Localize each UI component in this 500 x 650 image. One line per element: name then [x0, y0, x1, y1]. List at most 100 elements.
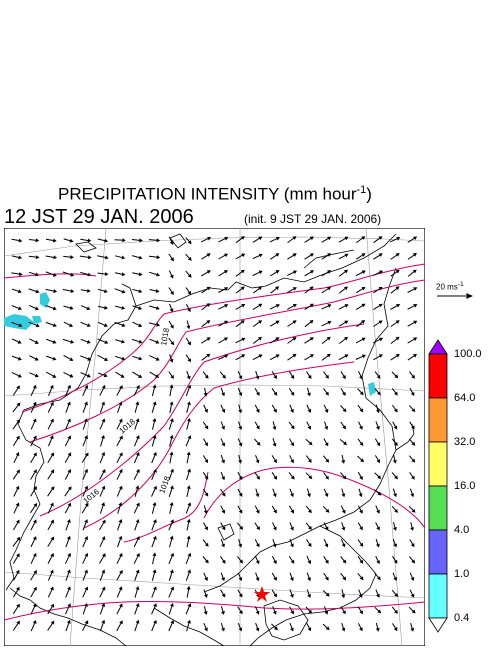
wind-arrowhead: [152, 502, 157, 506]
wind-arrowhead: [207, 236, 212, 241]
wind-arrow: [99, 470, 105, 480]
wind-arrowhead: [170, 324, 174, 329]
wind-arrowhead: [69, 238, 74, 243]
wind-arrowhead: [16, 586, 20, 591]
wind-arrowhead: [255, 610, 260, 615]
wind-arrowhead: [376, 593, 380, 598]
wind-arrowhead: [187, 468, 191, 473]
wind-arrowhead: [413, 236, 418, 241]
wind-arrowhead: [34, 373, 39, 378]
wind-arrowhead: [359, 542, 364, 547]
wind-arrowhead: [50, 553, 54, 558]
wind-arrowhead: [152, 552, 157, 557]
wind-arrow: [151, 587, 156, 598]
wind-arrowhead: [258, 303, 263, 308]
wind-arrowhead: [378, 303, 383, 308]
wind-arrowhead: [256, 475, 260, 480]
wind-arrowhead: [309, 337, 314, 341]
wind-arrowhead: [67, 469, 71, 473]
wind-arrowhead: [272, 426, 277, 431]
wind-arrowhead: [136, 502, 140, 507]
wind-arrowhead: [325, 391, 329, 396]
wind-arrow: [355, 287, 365, 294]
wind-arrowhead: [293, 270, 297, 275]
wind-arrowhead: [50, 536, 55, 541]
wind-arrowhead: [342, 425, 346, 430]
wind-arrowhead: [69, 357, 74, 361]
wind-arrowhead: [341, 594, 346, 599]
wind-arrowhead: [325, 374, 329, 379]
wind-arrow: [11, 238, 21, 242]
wind-arrowhead: [292, 337, 297, 341]
wind-arrowhead: [206, 337, 211, 341]
wind-arrowhead: [290, 425, 295, 430]
wind-arrowhead: [103, 323, 108, 327]
wind-arrowhead: [272, 610, 277, 615]
wind-arrowhead: [255, 577, 260, 582]
wind-arrow: [168, 621, 174, 632]
wind-arrowhead: [169, 384, 174, 389]
wind-vectors: [11, 236, 418, 632]
wind-arrowhead: [170, 374, 174, 379]
wind-arrow: [151, 403, 156, 413]
wind-arrow: [117, 403, 122, 413]
wind-arrow: [30, 571, 37, 581]
wind-arrowhead: [324, 426, 329, 430]
wind-arrowhead: [238, 627, 243, 632]
wind-arrow: [99, 403, 105, 413]
wind-arrowhead: [69, 306, 74, 310]
wind-arrow: [47, 537, 54, 547]
wind-arrowhead: [325, 458, 330, 463]
wind-arrowhead: [67, 502, 72, 507]
wind-arrow: [390, 287, 399, 294]
wind-arrow: [148, 322, 159, 326]
wind-arrowhead: [35, 289, 40, 294]
wind-arrow: [372, 338, 382, 344]
wind-arrowhead: [86, 339, 91, 344]
wind-arrowhead: [155, 357, 160, 361]
wind-arrowhead: [206, 286, 211, 291]
wind-arrowhead: [69, 323, 73, 327]
wind-arrowhead: [377, 391, 381, 396]
wind-arrowhead: [290, 610, 294, 615]
wind-arrowhead: [103, 289, 108, 293]
wind-arrowhead: [16, 385, 20, 390]
wind-arrowhead: [413, 287, 418, 291]
wind-arrowhead: [50, 418, 54, 423]
wind-arrowhead: [135, 401, 140, 406]
wind-arrowhead: [359, 627, 363, 632]
wind-arrow: [47, 470, 54, 480]
wind-arrowhead: [170, 603, 174, 607]
wind-arrowhead: [224, 320, 229, 325]
wind-arrowhead: [324, 408, 329, 413]
wind-arrowhead: [135, 435, 140, 440]
wind-arrow: [321, 287, 330, 294]
wind-arrowhead: [156, 255, 161, 260]
wind-arrowhead: [118, 519, 123, 523]
wind-arrowhead: [50, 486, 55, 491]
wind-arrow: [47, 504, 53, 514]
wind-arrowhead: [238, 442, 243, 447]
wind-arrowhead: [32, 536, 37, 541]
wind-arrowhead: [307, 375, 312, 379]
wind-arrowhead: [341, 493, 346, 498]
wind-arrow: [47, 605, 54, 615]
wind-arrow: [186, 419, 190, 430]
wind-arrow: [186, 470, 190, 481]
wind-arrowhead: [66, 519, 71, 523]
wind-arrowhead: [18, 306, 22, 311]
wind-arrowhead: [344, 253, 349, 258]
wind-arrowhead: [224, 253, 229, 258]
wind-arrow: [201, 337, 210, 344]
wind-arrowhead: [307, 425, 312, 430]
wind-arrowhead: [67, 384, 71, 389]
wind-arrowhead: [170, 586, 174, 591]
wind-arrow: [82, 520, 88, 531]
wind-arrow: [201, 320, 210, 328]
wind-arrowhead: [241, 304, 246, 308]
wind-arrow: [133, 504, 139, 514]
wind-arrowhead: [32, 384, 37, 389]
wind-arrow: [82, 403, 87, 413]
wind-arrowhead: [413, 354, 417, 358]
wind-arrowhead: [67, 586, 71, 591]
